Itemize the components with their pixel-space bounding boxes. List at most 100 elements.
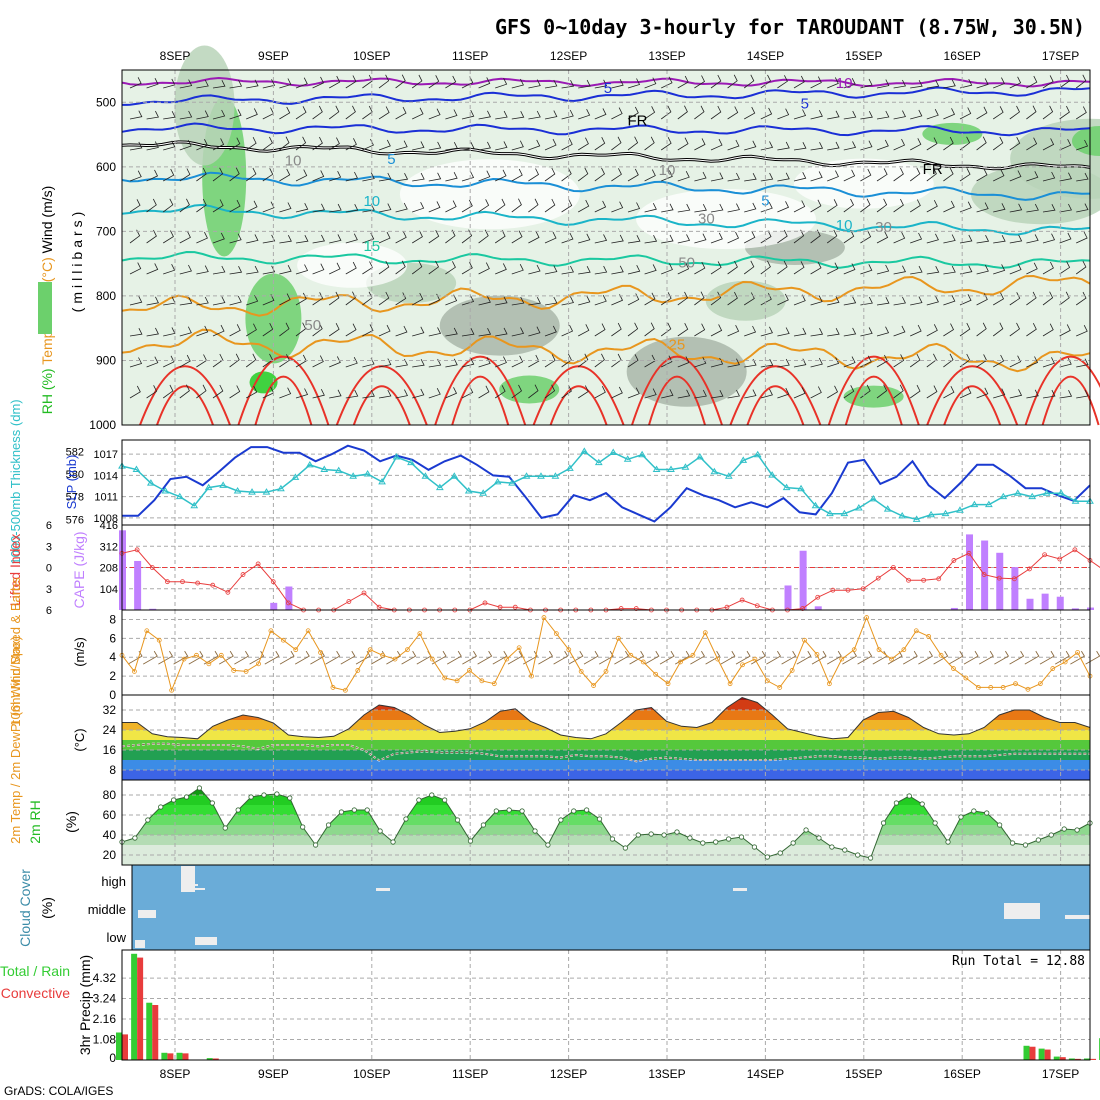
- wind-speed-point: [330, 685, 336, 690]
- wind-barb: [378, 203, 392, 213]
- rh-point: [558, 817, 564, 823]
- wind-barb: [1026, 323, 1037, 337]
- rh-point: [171, 797, 177, 803]
- thickness-point: [407, 458, 415, 466]
- y-axis-label-part: RH (%): [39, 368, 55, 414]
- wind-barb: [843, 356, 856, 368]
- contour-line-30c: [451, 375, 510, 426]
- wind-barb: [627, 168, 639, 182]
- wind-barb: [943, 167, 954, 182]
- wind-barb: [1009, 203, 1023, 213]
- wind-barb: [229, 353, 240, 368]
- li-point: [830, 587, 836, 593]
- precip-convective-bar: [182, 1053, 189, 1060]
- wind-barb: [179, 139, 192, 151]
- wind-barb: [910, 80, 923, 89]
- wind-barb: [594, 137, 606, 151]
- rh-point: [235, 807, 241, 813]
- cloud-patch: [195, 888, 205, 890]
- wind-barb: [710, 232, 723, 244]
- thickness-point: [493, 477, 502, 485]
- wind-barb: [857, 650, 873, 665]
- precip-convective-bar: [167, 1053, 174, 1060]
- wind-speed-point: [913, 628, 919, 634]
- wind-barb: [295, 264, 309, 275]
- wind-barb: [295, 322, 307, 337]
- wind-barb: [179, 231, 191, 244]
- wind-speed-point: [851, 647, 857, 653]
- rh-point: [661, 832, 667, 838]
- wind-barb: [893, 198, 904, 213]
- rh-point: [803, 827, 809, 833]
- precip-total-bar: [116, 1032, 122, 1060]
- wind-barb: [345, 75, 357, 89]
- thickness-point: [883, 505, 892, 512]
- wind-speed-point: [380, 652, 386, 658]
- wind-barb: [428, 327, 442, 337]
- wind-tick-label: 0: [109, 688, 116, 702]
- wind-barb: [661, 170, 673, 182]
- thickness-point: [1028, 492, 1037, 500]
- wind-speed-point: [764, 678, 770, 684]
- wind-barb: [544, 110, 558, 120]
- wind-barb: [893, 138, 906, 151]
- wind-barb: [478, 328, 492, 337]
- wind-barb: [129, 328, 143, 337]
- cloud-level-label: low: [106, 930, 126, 945]
- wind-barb: [760, 260, 771, 275]
- thickness-point: [753, 450, 762, 458]
- wind-barb: [196, 167, 207, 182]
- wind-barb: [345, 389, 359, 399]
- li-point: [845, 587, 851, 593]
- wind-barb: [163, 111, 176, 120]
- cloud-patch: [376, 888, 390, 891]
- thickness-point: [147, 479, 155, 486]
- cloud-patch: [188, 884, 198, 886]
- wind-speed-point: [132, 668, 137, 674]
- wind-barb: [627, 235, 641, 244]
- x-tick-label-bottom: 11SEP: [452, 1067, 488, 1081]
- wind-barb: [827, 328, 840, 337]
- wind-barb: [843, 385, 855, 399]
- wind-barb: [976, 78, 989, 89]
- wind-barb: [401, 650, 417, 665]
- wind-barb: [611, 79, 624, 89]
- wind-barb: [295, 388, 309, 399]
- wind-barb: [627, 202, 641, 213]
- precip-total-bar: [1068, 1058, 1075, 1060]
- wind-barb: [943, 200, 955, 213]
- wind-barb: [511, 355, 524, 368]
- wind-barb: [777, 172, 790, 182]
- contour-label: 25: [668, 336, 685, 353]
- wind-barb: [796, 650, 812, 665]
- y-tick-label: 1000: [89, 418, 116, 432]
- wind-barb: [1009, 76, 1022, 89]
- wind-barb: [594, 386, 606, 399]
- wind-barb: [179, 198, 190, 213]
- wind-barb: [362, 261, 374, 275]
- wind-barb: [760, 359, 774, 368]
- wind-speed-point: [814, 651, 820, 657]
- wind-barb: [329, 234, 342, 244]
- wind-speed-point: [181, 656, 187, 662]
- wind-barb: [594, 200, 607, 213]
- wind-barb: [694, 233, 707, 244]
- wind-barb: [677, 171, 690, 182]
- temp-band: [122, 720, 1090, 730]
- wind-barb: [943, 79, 956, 89]
- wind-barb: [744, 231, 756, 244]
- wind-barb: [445, 358, 458, 368]
- wind-speed-point: [280, 637, 286, 643]
- wind-barb: [1042, 389, 1056, 399]
- wind-barb: [528, 297, 541, 306]
- wind-barb: [644, 264, 657, 275]
- wind-barb: [229, 266, 243, 275]
- wind-barb: [445, 327, 458, 337]
- wind-speed-point: [243, 668, 249, 674]
- contour-line-freezing-inner: [121, 141, 1091, 170]
- precip-total-bar: [146, 1002, 153, 1060]
- wind-barb: [1076, 203, 1089, 213]
- thickness-point: [537, 472, 545, 479]
- wind-barb: [611, 353, 622, 368]
- wind-barb: [827, 357, 840, 368]
